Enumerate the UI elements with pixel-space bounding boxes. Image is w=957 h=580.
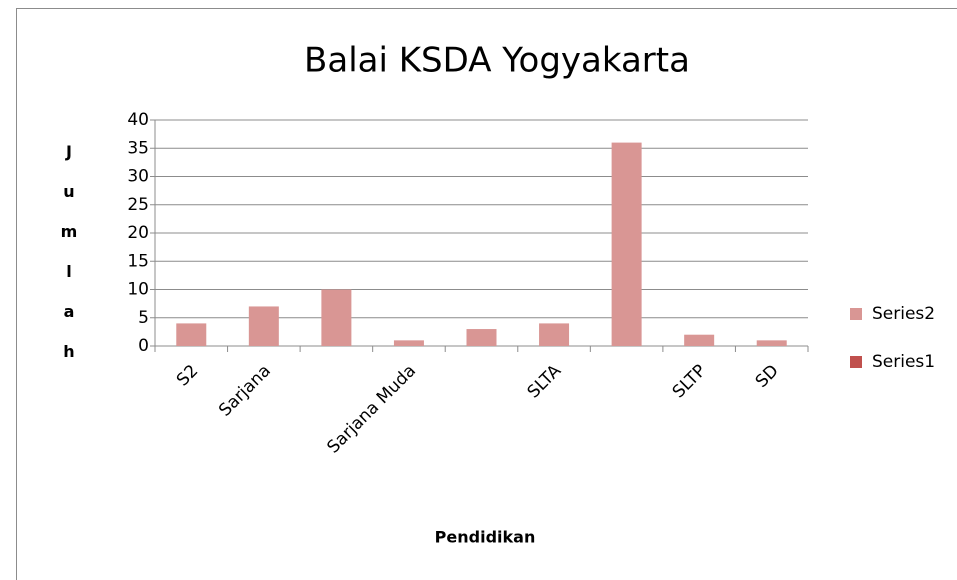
bar [684, 334, 715, 346]
y-tick-label: 10 [127, 280, 149, 300]
y-axis-label: Jumlah [60, 142, 79, 382]
y-tick-label: 0 [138, 336, 149, 356]
y-tick-label: 30 [127, 167, 149, 187]
x-axis-label: Pendidikan [435, 528, 536, 547]
bar [248, 306, 279, 346]
bar [756, 340, 787, 346]
bar [466, 329, 497, 346]
chart-title: Balai KSDA Yogyakarta [304, 41, 690, 81]
bar [321, 289, 352, 346]
bar [176, 323, 207, 346]
y-tick-label: 35 [127, 138, 149, 158]
y-tick-label: 5 [138, 308, 149, 328]
bar [393, 340, 424, 346]
y-tick-label: 20 [127, 223, 149, 243]
bar [611, 142, 642, 346]
legend-label: Series1 [872, 352, 935, 372]
bar [539, 323, 570, 346]
legend-label: Series2 [872, 304, 935, 324]
y-tick-label: 25 [127, 195, 149, 215]
y-tick-label: 40 [127, 110, 149, 130]
legend-swatch [850, 356, 862, 368]
y-tick-label: 15 [127, 251, 149, 271]
legend-swatch [850, 308, 862, 320]
chart-frame [16, 8, 957, 580]
